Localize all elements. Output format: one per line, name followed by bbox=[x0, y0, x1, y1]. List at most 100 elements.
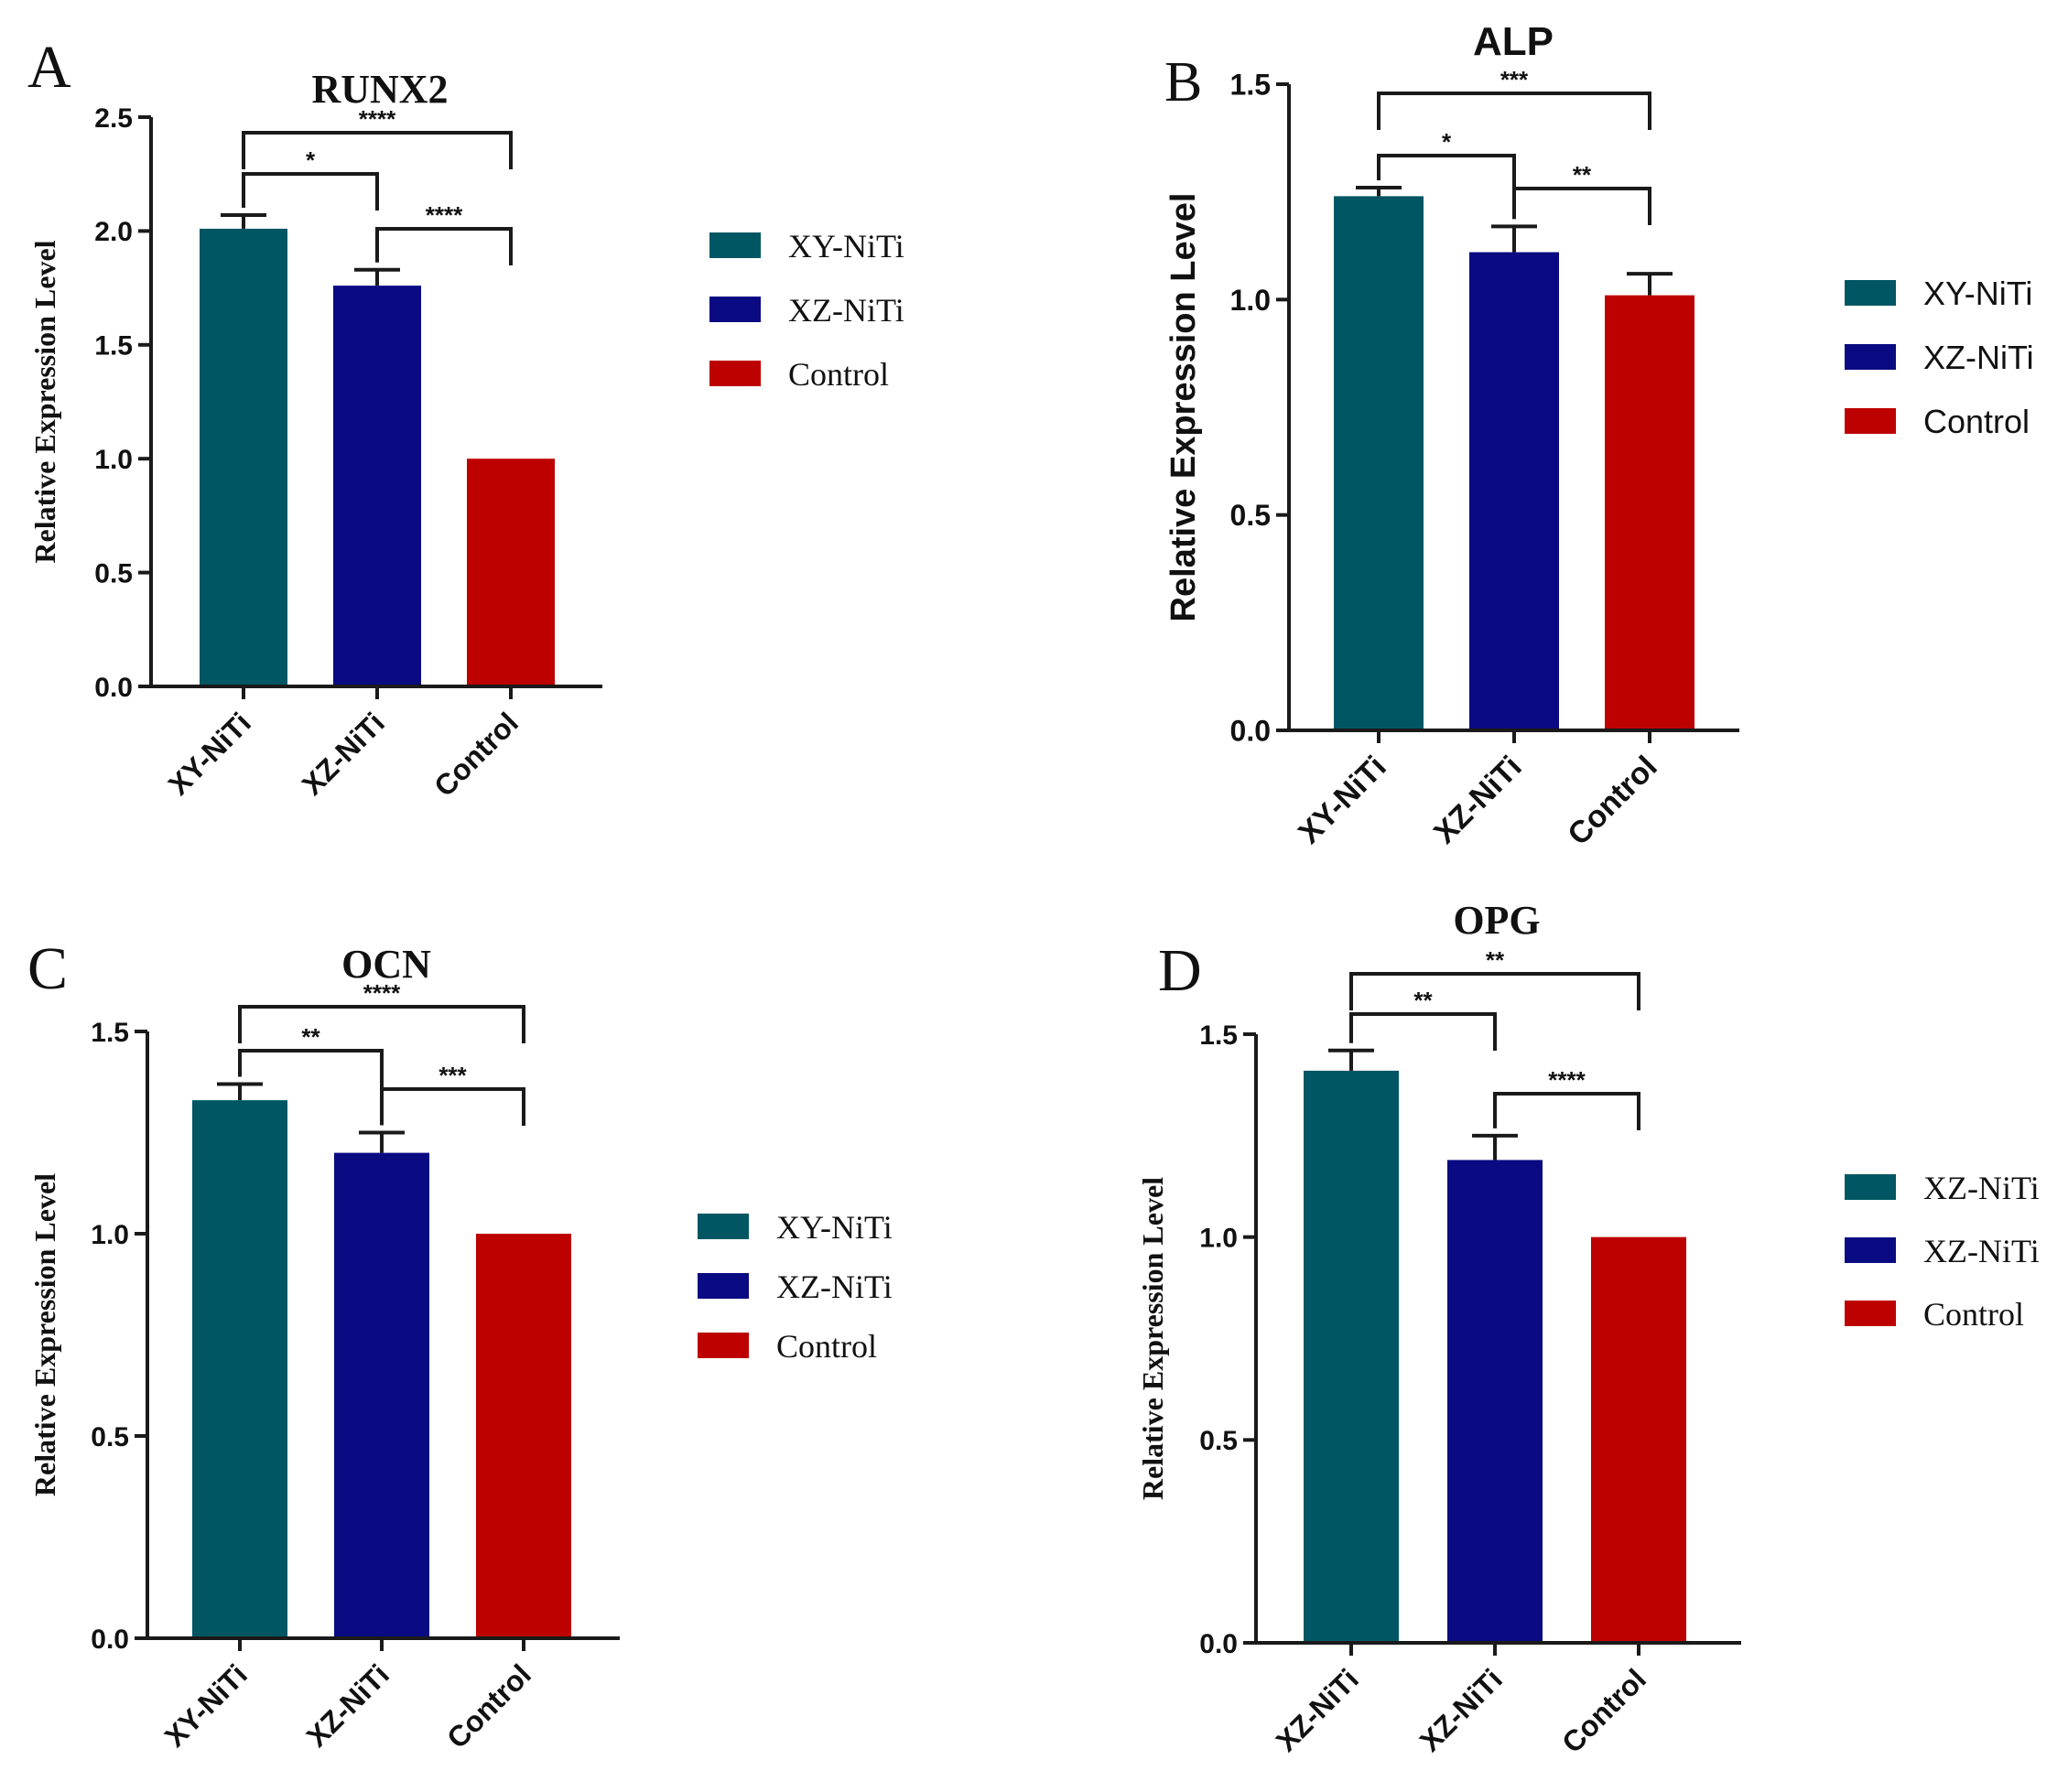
bar-1 bbox=[200, 228, 287, 687]
legend-label: Control bbox=[1923, 1296, 2024, 1333]
bar-1 bbox=[1334, 196, 1424, 730]
error-bar bbox=[1328, 1048, 1374, 1071]
legend: XY-NiTi XZ-NiTi Control bbox=[709, 228, 904, 393]
significance-bracket: **** bbox=[238, 979, 525, 1043]
bar-1 bbox=[1304, 1070, 1399, 1643]
bar-3 bbox=[1605, 295, 1694, 730]
y-tick-label: 1.5 bbox=[1230, 69, 1271, 102]
legend-swatch bbox=[1845, 1174, 1896, 1200]
legend-item: XZ-NiTi bbox=[1845, 1170, 2040, 1206]
y-tick-label: 0.5 bbox=[1199, 1426, 1238, 1456]
legend: XY-NiTi XZ-NiTi Control bbox=[698, 1209, 893, 1365]
y-tick-label: 1.0 bbox=[91, 1220, 129, 1250]
y-axis-label: Relative Expression Level bbox=[28, 240, 61, 563]
y-tick-label: 0.0 bbox=[1199, 1629, 1238, 1659]
bar-2 bbox=[1447, 1160, 1543, 1643]
y-tick-label: 1.5 bbox=[91, 1018, 129, 1048]
error-bar bbox=[1491, 224, 1537, 253]
significance-label: ** bbox=[1486, 946, 1505, 974]
significance-bracket: **** bbox=[1493, 1066, 1640, 1130]
significance-bracket: ** bbox=[238, 1023, 384, 1087]
legend-swatch bbox=[709, 232, 761, 258]
chart-title: ALP bbox=[1473, 19, 1554, 64]
legend-label: Control bbox=[776, 1328, 877, 1365]
legend-swatch bbox=[698, 1273, 749, 1299]
error-bar bbox=[221, 212, 266, 229]
significance-label: ** bbox=[301, 1023, 320, 1051]
legend-swatch bbox=[1845, 280, 1896, 306]
y-tick-label: 0.0 bbox=[91, 1625, 129, 1655]
legend-label: XY-NiTi bbox=[788, 228, 904, 264]
chart-title: RUNX2 bbox=[311, 67, 448, 112]
bar-2 bbox=[334, 1152, 429, 1638]
y-tick-label: 2.5 bbox=[94, 103, 133, 134]
panel-b: B ALP 0.0 0.5 1.0 1.5 XY-NiTi XZ-NiTi Control Rel… bbox=[1164, 19, 2034, 852]
x-tick-label: Control bbox=[1561, 750, 1663, 852]
panel-letter: A bbox=[27, 34, 71, 101]
significance-label: **** bbox=[426, 201, 463, 229]
legend-label: XZ-NiTi bbox=[788, 292, 904, 329]
significance-bracket: *** bbox=[1377, 66, 1651, 130]
legend-label: XY-NiTi bbox=[776, 1209, 893, 1246]
legend-label: XZ-NiTi bbox=[1923, 1233, 2040, 1269]
chart-title: OCN bbox=[341, 942, 431, 987]
y-tick-label: 1.5 bbox=[1199, 1020, 1238, 1051]
x-tick-label: Control bbox=[428, 706, 525, 803]
legend: XZ-NiTi XZ-NiTi Control bbox=[1845, 1170, 2040, 1333]
bar-3 bbox=[476, 1234, 571, 1638]
significance-label: ** bbox=[1413, 987, 1433, 1014]
y-tick-label: 0.0 bbox=[1230, 715, 1271, 748]
significance-label: **** bbox=[363, 979, 401, 1007]
x-tick-label: XZ-NiTi bbox=[1413, 1662, 1509, 1757]
bar-1 bbox=[192, 1100, 287, 1638]
x-tick-label: XZ-NiTi bbox=[296, 706, 391, 801]
significance-label: *** bbox=[1500, 66, 1529, 93]
error-bar bbox=[359, 1130, 405, 1153]
x-tick-label: XZ-NiTi bbox=[1270, 1662, 1365, 1757]
significance-bracket: ** bbox=[1349, 946, 1640, 1010]
panel-letter: B bbox=[1164, 51, 1202, 113]
y-axis-label: Relative Expression Level bbox=[1136, 1177, 1169, 1500]
legend-label: Control bbox=[788, 356, 889, 393]
error-bar bbox=[354, 267, 400, 286]
legend-swatch bbox=[698, 1333, 749, 1358]
significance-bracket: **** bbox=[375, 201, 513, 265]
legend-label: XZ-NiTi bbox=[1923, 1170, 2040, 1206]
error-bar bbox=[217, 1082, 263, 1101]
legend-swatch bbox=[709, 297, 761, 322]
significance-label: ** bbox=[1573, 161, 1592, 189]
bar-3 bbox=[1591, 1236, 1686, 1643]
x-tick-label: XY-NiTi bbox=[1292, 750, 1393, 851]
significance-label: **** bbox=[359, 105, 396, 133]
y-tick-label: 0.0 bbox=[94, 673, 133, 703]
significance-label: **** bbox=[1548, 1066, 1586, 1094]
x-tick-label: XY-NiTi bbox=[158, 1657, 254, 1753]
panel-a: A RUNX2 0.0 0.5 1.0 1.5 2.0 2.5 XY-NiTi XZ-NiTi Co… bbox=[27, 34, 904, 803]
legend-item: XY-NiTi bbox=[709, 228, 904, 264]
x-tick-label: XZ-NiTi bbox=[300, 1657, 395, 1753]
legend-item: XZ-NiTi bbox=[709, 292, 904, 329]
legend-swatch bbox=[698, 1214, 749, 1239]
y-tick-label: 0.5 bbox=[94, 558, 133, 588]
bar-2 bbox=[333, 286, 421, 686]
significance-bracket: * bbox=[242, 146, 379, 211]
x-tick-label: XZ-NiTi bbox=[1427, 750, 1529, 851]
y-tick-label: 2.0 bbox=[94, 217, 133, 247]
legend-item: XY-NiTi bbox=[698, 1209, 893, 1246]
legend-label: XZ-NiTi bbox=[1923, 339, 2034, 376]
legend-item: Control bbox=[1845, 403, 2030, 440]
legend-label: Control bbox=[1923, 403, 2030, 440]
legend-item: XZ-NiTi bbox=[1845, 1233, 2040, 1269]
bar-3 bbox=[467, 459, 555, 686]
panel-c: C OCN 0.0 0.5 1.0 1.5 XY-NiTi XZ-NiTi Control Rel… bbox=[27, 935, 893, 1754]
panel-letter: C bbox=[27, 935, 68, 1002]
y-tick-label: 1.0 bbox=[1199, 1223, 1238, 1253]
legend-swatch bbox=[1845, 1237, 1896, 1263]
significance-bracket: * bbox=[1377, 128, 1516, 192]
legend-item: Control bbox=[1845, 1296, 2024, 1333]
y-tick-label: 1.0 bbox=[94, 445, 133, 475]
x-tick-label: Control bbox=[1555, 1662, 1652, 1759]
legend-item: Control bbox=[698, 1328, 877, 1365]
significance-bracket: *** bbox=[380, 1062, 525, 1126]
